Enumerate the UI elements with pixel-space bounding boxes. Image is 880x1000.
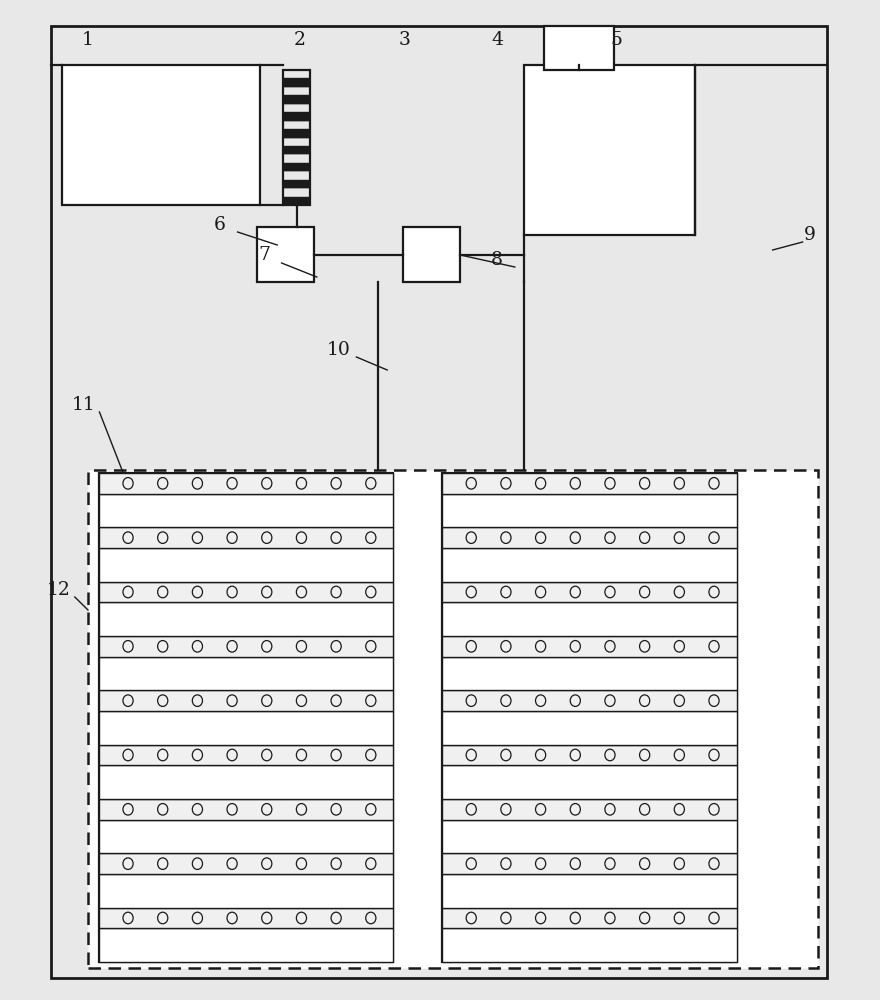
FancyBboxPatch shape xyxy=(283,112,310,121)
FancyBboxPatch shape xyxy=(283,188,310,197)
FancyBboxPatch shape xyxy=(442,473,737,494)
FancyBboxPatch shape xyxy=(283,95,310,104)
FancyBboxPatch shape xyxy=(99,711,393,745)
FancyBboxPatch shape xyxy=(442,494,737,527)
FancyBboxPatch shape xyxy=(524,65,695,235)
FancyBboxPatch shape xyxy=(62,65,260,205)
FancyBboxPatch shape xyxy=(99,765,393,799)
FancyBboxPatch shape xyxy=(99,473,393,494)
FancyBboxPatch shape xyxy=(51,26,827,978)
FancyBboxPatch shape xyxy=(283,121,310,129)
Text: 7: 7 xyxy=(258,246,270,264)
FancyBboxPatch shape xyxy=(283,78,310,87)
FancyBboxPatch shape xyxy=(99,799,393,820)
FancyBboxPatch shape xyxy=(283,129,310,137)
FancyBboxPatch shape xyxy=(283,163,310,171)
FancyBboxPatch shape xyxy=(403,227,460,282)
FancyBboxPatch shape xyxy=(99,657,393,690)
Text: 5: 5 xyxy=(610,31,622,49)
FancyBboxPatch shape xyxy=(257,227,314,282)
FancyBboxPatch shape xyxy=(442,602,737,636)
FancyBboxPatch shape xyxy=(442,657,737,690)
FancyBboxPatch shape xyxy=(442,548,737,582)
FancyBboxPatch shape xyxy=(99,908,393,928)
FancyBboxPatch shape xyxy=(442,799,737,820)
FancyBboxPatch shape xyxy=(283,104,310,112)
Text: 2: 2 xyxy=(293,31,305,49)
FancyBboxPatch shape xyxy=(442,928,737,962)
Text: 6: 6 xyxy=(214,216,226,234)
Text: 8: 8 xyxy=(491,251,503,269)
FancyBboxPatch shape xyxy=(283,180,310,188)
Text: 12: 12 xyxy=(47,581,71,599)
FancyBboxPatch shape xyxy=(283,154,310,163)
FancyBboxPatch shape xyxy=(442,908,737,928)
FancyBboxPatch shape xyxy=(442,745,737,765)
FancyBboxPatch shape xyxy=(442,473,737,962)
FancyBboxPatch shape xyxy=(544,26,614,70)
FancyBboxPatch shape xyxy=(283,87,310,95)
FancyBboxPatch shape xyxy=(442,527,737,548)
FancyBboxPatch shape xyxy=(99,548,393,582)
FancyBboxPatch shape xyxy=(99,690,393,711)
FancyBboxPatch shape xyxy=(99,820,393,853)
FancyBboxPatch shape xyxy=(88,470,818,968)
FancyBboxPatch shape xyxy=(442,765,737,799)
FancyBboxPatch shape xyxy=(283,171,310,180)
Text: 4: 4 xyxy=(491,31,503,49)
Text: 10: 10 xyxy=(326,341,351,359)
FancyBboxPatch shape xyxy=(99,636,393,657)
Text: 9: 9 xyxy=(803,226,816,244)
FancyBboxPatch shape xyxy=(442,582,737,602)
FancyBboxPatch shape xyxy=(283,146,310,154)
FancyBboxPatch shape xyxy=(442,636,737,657)
FancyBboxPatch shape xyxy=(442,690,737,711)
FancyBboxPatch shape xyxy=(442,853,737,874)
Text: 3: 3 xyxy=(399,31,411,49)
FancyBboxPatch shape xyxy=(442,711,737,745)
FancyBboxPatch shape xyxy=(99,874,393,908)
FancyBboxPatch shape xyxy=(99,582,393,602)
Text: 11: 11 xyxy=(72,396,95,414)
FancyBboxPatch shape xyxy=(99,928,393,962)
FancyBboxPatch shape xyxy=(283,197,310,205)
FancyBboxPatch shape xyxy=(442,820,737,853)
FancyBboxPatch shape xyxy=(99,494,393,527)
FancyBboxPatch shape xyxy=(99,527,393,548)
FancyBboxPatch shape xyxy=(283,70,310,78)
FancyBboxPatch shape xyxy=(99,853,393,874)
FancyBboxPatch shape xyxy=(99,745,393,765)
FancyBboxPatch shape xyxy=(99,602,393,636)
FancyBboxPatch shape xyxy=(283,137,310,146)
Text: 1: 1 xyxy=(82,31,94,49)
FancyBboxPatch shape xyxy=(442,874,737,908)
FancyBboxPatch shape xyxy=(99,473,393,962)
